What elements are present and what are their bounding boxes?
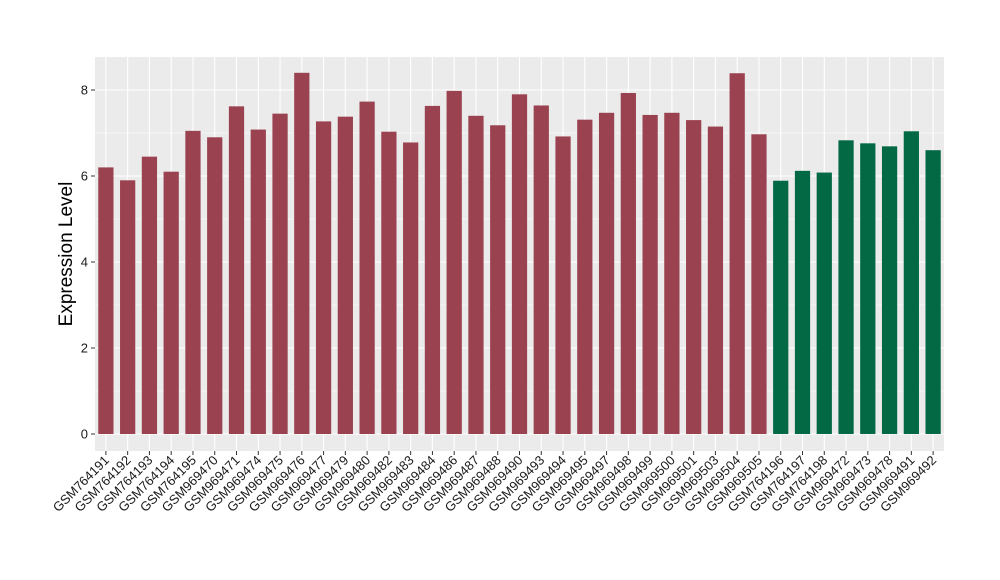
bar-GSM969476 bbox=[294, 72, 310, 435]
bar-GSM969492 bbox=[925, 150, 941, 434]
bar-GSM764196 bbox=[773, 180, 789, 434]
bars bbox=[98, 72, 941, 435]
bar-GSM969478 bbox=[881, 146, 898, 434]
bar-GSM764192 bbox=[120, 180, 136, 434]
bar-GSM764197 bbox=[794, 170, 811, 434]
bar-GSM969486 bbox=[446, 90, 462, 435]
bar-GSM969480 bbox=[359, 101, 375, 435]
y-tick-label: 4 bbox=[81, 255, 88, 270]
y-axis-title: Expression Level bbox=[56, 182, 77, 327]
y-tick-label: 8 bbox=[81, 83, 88, 98]
bar-GSM764194 bbox=[163, 171, 179, 434]
bar-GSM969477 bbox=[315, 121, 332, 434]
bar-GSM969482 bbox=[381, 131, 397, 434]
bar-GSM969500 bbox=[664, 112, 680, 434]
bar-GSM969504 bbox=[729, 73, 745, 434]
y-tick-label: 2 bbox=[81, 341, 88, 356]
bar-GSM969497 bbox=[598, 112, 615, 434]
x-axis: GSM764191GSM764192GSM764193GSM764194GSM7… bbox=[50, 451, 939, 515]
bar-GSM969484 bbox=[424, 105, 441, 434]
bar-GSM969495 bbox=[577, 119, 593, 435]
bar-GSM969473 bbox=[860, 143, 876, 434]
y-tick-label: 6 bbox=[81, 169, 88, 184]
bar-GSM969503 bbox=[707, 126, 724, 435]
bar-GSM969505 bbox=[751, 134, 767, 435]
bar-GSM969474 bbox=[250, 129, 266, 434]
bar-GSM969475 bbox=[272, 113, 288, 435]
bar-GSM969472 bbox=[838, 140, 854, 434]
bar-GSM969479 bbox=[337, 116, 353, 434]
bar-GSM969471 bbox=[228, 106, 245, 434]
bar-GSM969498 bbox=[620, 93, 636, 434]
bar-GSM764198 bbox=[816, 172, 832, 434]
y-tick-label: 0 bbox=[81, 427, 88, 442]
bar-GSM764191 bbox=[98, 167, 114, 434]
bar-GSM764193 bbox=[141, 156, 158, 434]
y-axis: 0 2 4 6 8 bbox=[81, 83, 95, 442]
bar-GSM969487 bbox=[468, 115, 484, 435]
bar-GSM969493 bbox=[533, 105, 549, 434]
bar-GSM764195 bbox=[185, 130, 201, 434]
bar-GSM969499 bbox=[642, 114, 658, 434]
bar-GSM969483 bbox=[403, 142, 419, 434]
bar-GSM969501 bbox=[686, 120, 702, 434]
bar-GSM969491 bbox=[903, 131, 919, 434]
bar-GSM969490 bbox=[511, 94, 528, 435]
bar-GSM969488 bbox=[490, 125, 506, 434]
bar-GSM969470 bbox=[207, 137, 223, 435]
bar-GSM969494 bbox=[555, 136, 571, 434]
